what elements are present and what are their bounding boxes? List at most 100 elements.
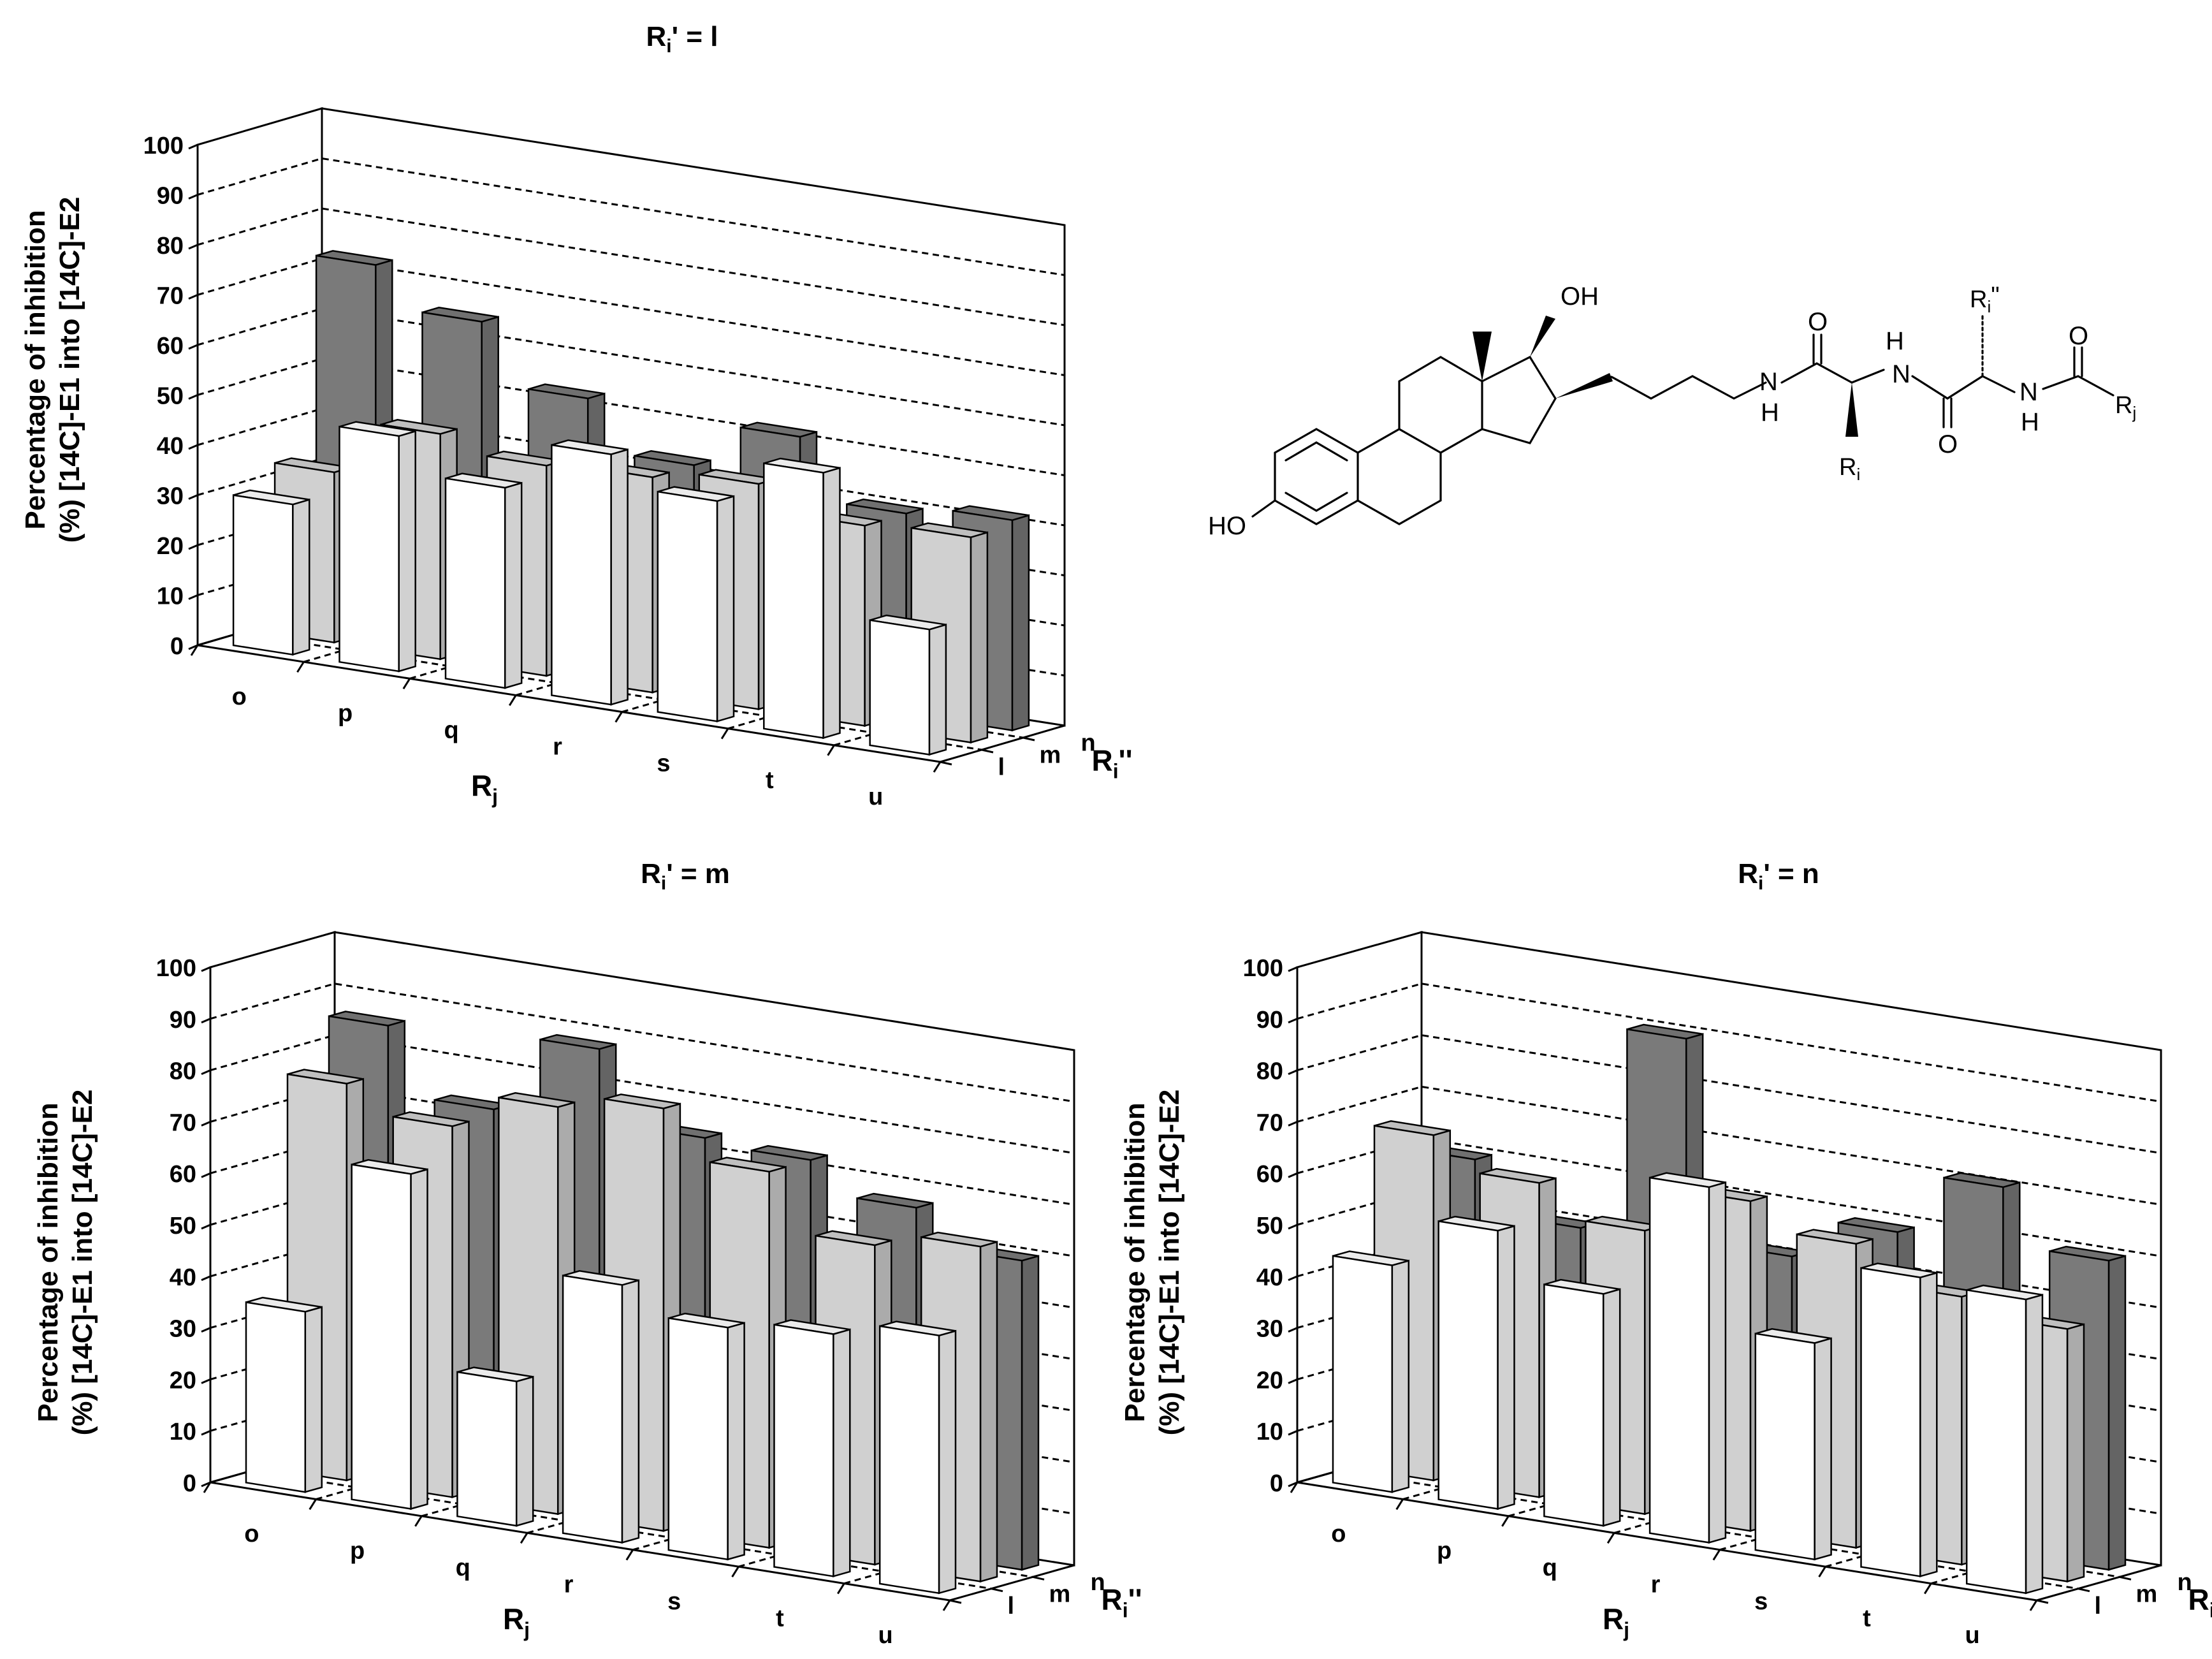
bar-side (716, 495, 735, 722)
y-tick-label: 10 (157, 583, 184, 610)
depth-tick (949, 1599, 962, 1604)
bar (245, 1296, 323, 1493)
bar (657, 486, 735, 722)
bar-front (1754, 1333, 1815, 1561)
ho-bond (1251, 499, 1276, 518)
chart-ri-l: 0 10 20 30 40 50 60 70 80 90 100 o p q r s t u l m n Ri' = l P… (20, 21, 1133, 810)
y-tick-label: 90 (1256, 1007, 1283, 1034)
gridline (197, 257, 1065, 376)
x-tick (414, 1516, 423, 1527)
x-tick-label: q (1543, 1554, 1557, 1581)
x-tick-label: r (1651, 1572, 1661, 1598)
x-tick (203, 1482, 212, 1493)
y-tick (188, 494, 198, 500)
y-tick-label: 50 (170, 1213, 196, 1239)
x-tick-label: u (868, 784, 883, 810)
y-tick (1288, 1018, 1298, 1024)
y-axis-label: Percentage of inhibition (%) [14C]-E1 int… (20, 197, 85, 543)
bond-nh2 (1911, 375, 1949, 400)
bar-side (304, 1306, 323, 1493)
y-tick-label: 90 (170, 1007, 196, 1034)
x-tick-label: r (564, 1572, 574, 1598)
bar (878, 1320, 957, 1595)
label-h2: H (1886, 327, 1904, 355)
bar-front (245, 1301, 307, 1493)
x-axis-label: Rj (471, 769, 498, 808)
bond-co3 (2042, 375, 2079, 390)
y-tick (201, 1069, 211, 1075)
bar-front (551, 444, 612, 706)
x-tick-label: t (1863, 1605, 1871, 1632)
label-o2: O (1938, 430, 1958, 458)
bar (232, 489, 310, 656)
y-tick (1288, 1429, 1298, 1436)
depth-tick-label: l (1008, 1593, 1015, 1619)
bar-front (1648, 1176, 1710, 1544)
bar (551, 439, 629, 706)
x-tick (615, 711, 623, 723)
label-oh: OH (1561, 282, 1599, 311)
bar-front (869, 619, 931, 756)
y-tick (188, 544, 198, 550)
bond-ca2 (1946, 375, 1984, 400)
label-n2: N (1892, 360, 1910, 388)
gridline (1297, 983, 2162, 1103)
y-tick (1288, 1275, 1298, 1282)
svg-text:Percentage of inhibition: Percentage of inhibition (1119, 1102, 1151, 1422)
chart-ri-n: 0 10 20 30 40 50 60 70 80 90 100 o p q r s t u l m n Ri' = n P… (1119, 858, 2212, 1649)
sidechain-wedge (1555, 373, 1613, 398)
y-tick-label: 10 (1256, 1419, 1283, 1445)
bar-side (621, 1279, 640, 1544)
bar-front (351, 1164, 412, 1510)
y-tick-label: 80 (170, 1058, 196, 1085)
x-tick-label: s (657, 750, 670, 777)
y-tick-label: 90 (157, 183, 184, 210)
y-tick-label: 80 (1256, 1058, 1283, 1085)
bar-side (2066, 1323, 2085, 1583)
y-tick-label: 70 (170, 1109, 196, 1136)
bar-front (657, 490, 718, 722)
y-tick-label: 60 (157, 333, 184, 360)
x-tick-label: p (350, 1538, 365, 1565)
depth-tick-label: l (2095, 1593, 2102, 1619)
x-tick-label: p (338, 700, 353, 727)
label-ri: Ri (1839, 454, 1860, 484)
bar-front (1332, 1255, 1393, 1493)
amide-1 (1780, 362, 1853, 384)
y-tick (188, 594, 198, 600)
y-tick (188, 244, 198, 250)
x-tick-label: q (456, 1554, 470, 1581)
bar-front (456, 1371, 518, 1527)
depth-tick-label: m (1049, 1581, 1071, 1608)
y-tick-label: 0 (170, 633, 184, 660)
label-o1: O (1808, 308, 1828, 336)
y-tick-label: 40 (1256, 1264, 1283, 1291)
y-tick-label: 20 (157, 533, 184, 560)
depth-axis (940, 724, 1065, 763)
y-tick-label: 70 (157, 283, 184, 310)
x-tick-label: q (444, 717, 458, 743)
methyl-wedge (1473, 332, 1492, 381)
bar-side (727, 1322, 745, 1561)
bar-side (938, 1329, 957, 1595)
bar (763, 457, 841, 740)
y-axis-label: Percentage of inhibition (%) [14C]-E1 int… (1119, 1090, 1185, 1436)
depth-tick (991, 1588, 1003, 1593)
x-tick (625, 1549, 634, 1561)
bar (444, 472, 523, 689)
y-tick (201, 1378, 211, 1384)
depth-axis (949, 1564, 1075, 1602)
y-tick-label: 70 (1256, 1109, 1283, 1136)
y-tick-label: 80 (157, 233, 184, 259)
y-tick-label: 0 (183, 1470, 196, 1497)
bar-side (515, 1375, 534, 1527)
y-tick (201, 1172, 211, 1178)
bond-nh3 (1981, 375, 2016, 393)
bar-side (410, 1168, 428, 1510)
bar-side (1814, 1337, 1832, 1561)
x-tick-label: t (776, 1605, 784, 1632)
depth-tick (1022, 736, 1035, 742)
y-tick-label: 60 (170, 1161, 196, 1188)
x-tick (190, 645, 199, 656)
y-tick-label: 50 (157, 383, 184, 410)
